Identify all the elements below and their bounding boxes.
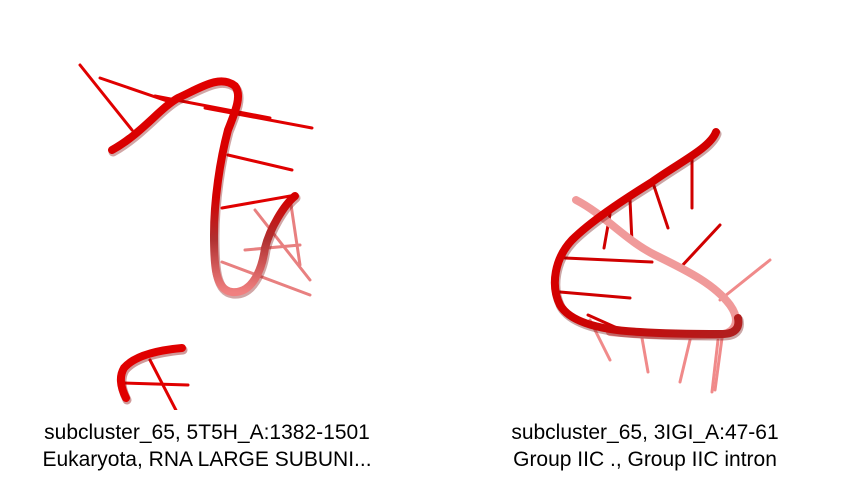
panel-subtitle: Eukaryota, RNA LARGE SUBUNI... <box>42 448 372 471</box>
panel-title: subcluster_65, 3IGI_A:47-61 <box>511 421 779 444</box>
structure-panel-right: subcluster_65, 3IGI_A:47-61 Group IIC .,… <box>430 0 860 480</box>
panel-title: subcluster_65, 5T5H_A:1382-1501 <box>44 421 370 444</box>
rna-cartoon-right <box>550 128 772 394</box>
panel-subtitle: Group IIC ., Group IIC intron <box>513 448 777 471</box>
structure-panel-left: subcluster_65, 5T5H_A:1382-1501 Eukaryot… <box>42 63 372 471</box>
rna-cartoon-left <box>78 63 314 410</box>
